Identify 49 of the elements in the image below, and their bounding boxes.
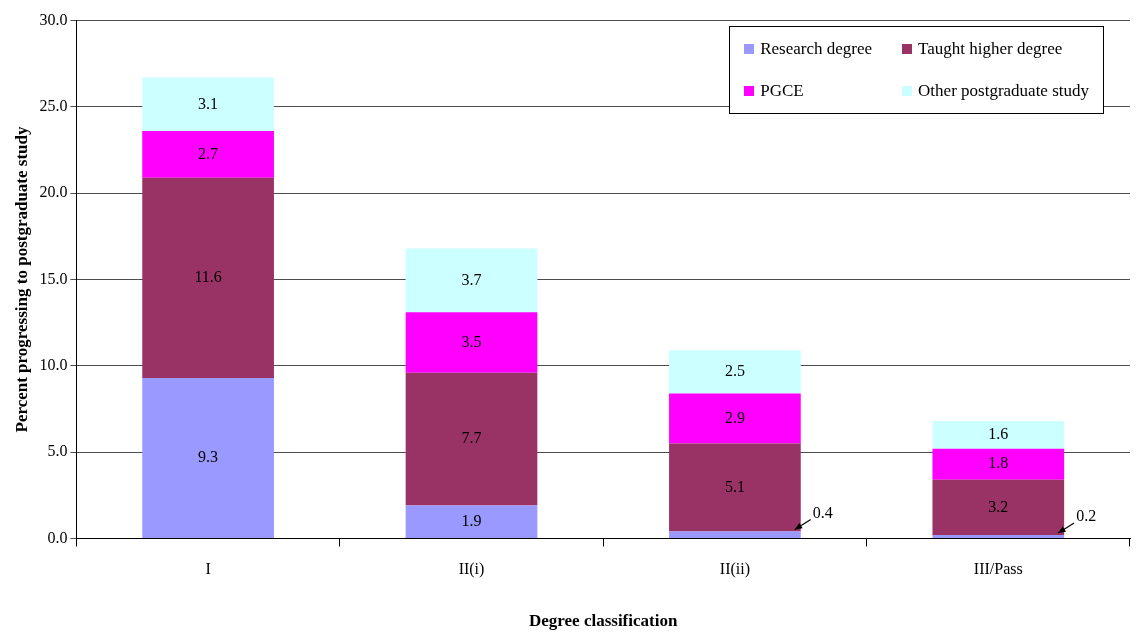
data-label: 3.5	[461, 332, 482, 350]
bar	[142, 377, 274, 539]
data-label: 3.7	[461, 270, 482, 288]
y-tick-label: 15.0	[39, 269, 68, 287]
bar	[142, 177, 274, 378]
data-label: 2.9	[724, 408, 745, 426]
bar	[405, 248, 538, 313]
data-label: 11.6	[194, 267, 222, 285]
data-label: 2.5	[724, 362, 745, 380]
x-tick-label: II(i)	[458, 560, 485, 579]
y-tick-label: 20.0	[39, 183, 68, 201]
data-label: 3.1	[198, 94, 219, 112]
bar	[932, 421, 1065, 449]
x-tick-label: III/Pass	[973, 560, 1023, 578]
bar	[669, 531, 801, 539]
legend-label: Research degree	[760, 39, 873, 59]
bar	[669, 393, 801, 444]
y-axis-title: Percent progressing to postgraduate study	[11, 126, 31, 433]
x-tick-label: I	[205, 560, 211, 578]
data-label: 1.9	[461, 512, 482, 530]
legend-label: Taught higher degree	[918, 39, 1063, 59]
bar	[669, 350, 801, 394]
data-label: 0.4	[812, 503, 833, 521]
bar	[405, 372, 538, 506]
y-tick-label: 30.0	[39, 10, 68, 28]
bar	[405, 505, 538, 539]
y-tick-label: 10.0	[39, 356, 68, 373]
data-label: 3.2	[988, 497, 1009, 515]
x-tick-label: II(ii)	[719, 560, 750, 579]
data-label: 7.7	[461, 429, 482, 447]
bar	[142, 131, 274, 178]
data-label: 1.6	[988, 425, 1009, 443]
y-tick-label: 25.0	[39, 97, 68, 115]
bar	[405, 312, 538, 373]
x-axis-title: Degree classification	[529, 611, 678, 631]
data-label: 2.7	[198, 144, 219, 162]
y-tick-label: 0.0	[47, 528, 68, 546]
data-label: 9.3	[198, 448, 219, 466]
bar	[932, 479, 1065, 535]
bar	[932, 534, 1065, 539]
bar	[669, 443, 801, 532]
bar	[932, 448, 1065, 480]
legend-label: PGCE	[760, 81, 804, 101]
data-label: 5.1	[724, 477, 745, 495]
data-label: 0.2	[1076, 507, 1097, 525]
legend-label: Other postgraduate study	[918, 81, 1089, 101]
data-label: 1.8	[988, 454, 1009, 472]
bar	[142, 77, 274, 132]
y-tick-label: 5.0	[47, 442, 68, 460]
